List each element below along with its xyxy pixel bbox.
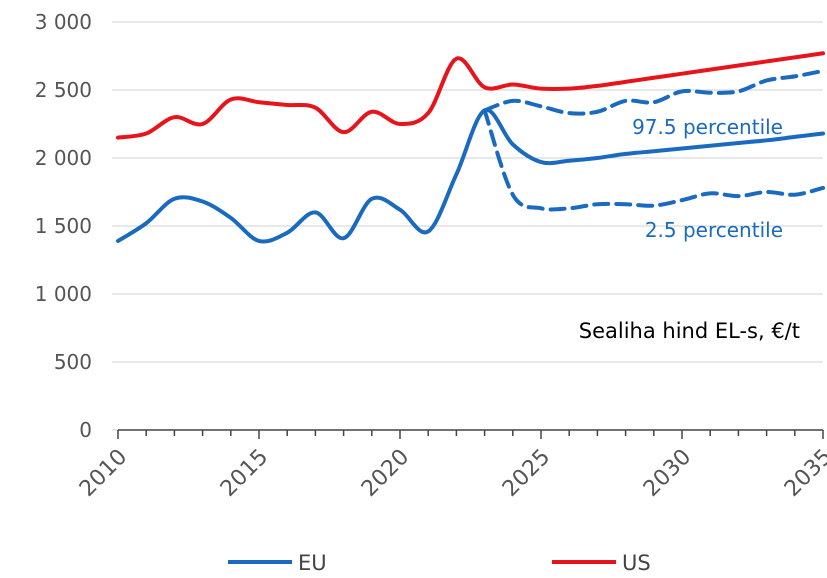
x-tick-label: 2030 — [639, 445, 696, 502]
x-tick-label: 2020 — [357, 445, 414, 502]
y-tick-label: 2 000 — [35, 146, 92, 170]
y-tick-label: 0 — [79, 418, 92, 442]
x-tick-label: 2010 — [75, 445, 132, 502]
y-tick-label: 3 000 — [35, 10, 92, 34]
legend-label: US — [622, 551, 651, 574]
series-label: 97.5 percentile — [632, 115, 783, 139]
legend-label: EU — [298, 551, 327, 574]
y-tick-label: 1 500 — [35, 214, 92, 238]
series-line — [116, 51, 825, 140]
y-tick-label: 2 500 — [35, 78, 92, 102]
x-tick-label: 2035 — [780, 445, 827, 502]
series-line — [482, 68, 825, 116]
y-tick-label: 1 000 — [35, 282, 92, 306]
series-label: 2.5 percentile — [645, 218, 783, 242]
y-tick-label: 500 — [54, 350, 92, 374]
x-tick-label: 2015 — [216, 445, 273, 502]
series-line — [482, 108, 825, 212]
x-tick-label: 2025 — [498, 445, 555, 502]
series-line — [116, 108, 825, 244]
annotation: Sealiha hind EL-s, €/t — [579, 319, 800, 343]
